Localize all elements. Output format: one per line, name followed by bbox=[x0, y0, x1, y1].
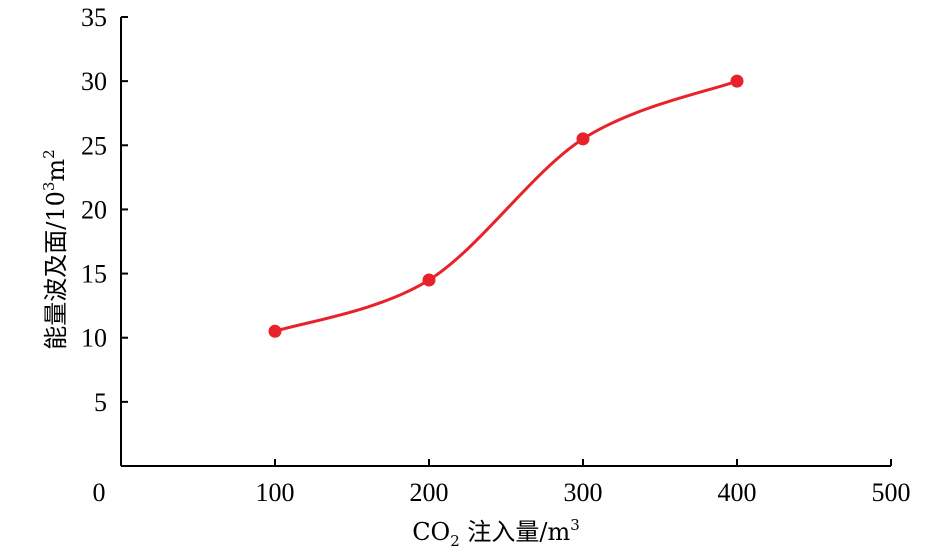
y-tick-label: 35 bbox=[81, 3, 107, 32]
x-tick-label: 500 bbox=[872, 478, 911, 507]
y-tick-label: 15 bbox=[81, 260, 107, 289]
data-point bbox=[268, 324, 282, 338]
ticks: 0 100 200 300 400 500 5 10 15 20 25 30 35 bbox=[81, 3, 911, 507]
x-axis-title-sup: 3 bbox=[570, 516, 580, 534]
data-point bbox=[576, 132, 590, 146]
y-axis-title-main: 能量波及面/10 bbox=[42, 191, 70, 350]
y-tick-label: 30 bbox=[81, 67, 107, 96]
y-tick-label: 5 bbox=[94, 388, 107, 417]
y-tick-label: 10 bbox=[81, 324, 107, 353]
x-tick-label: 400 bbox=[718, 478, 757, 507]
x-tick-label: 200 bbox=[410, 478, 449, 507]
x-axis-title-main: CO bbox=[412, 518, 450, 546]
x-tick-label: 300 bbox=[564, 478, 603, 507]
y-axis-title-sup2: 2 bbox=[40, 149, 58, 159]
y-axis-title-mid: m bbox=[42, 159, 70, 182]
data-point bbox=[730, 74, 744, 88]
x-axis-title: CO2 注入量/m3 bbox=[412, 516, 580, 550]
x-axis-title-rest: 注入量/m bbox=[460, 518, 571, 546]
y-tick-label: 20 bbox=[81, 195, 107, 224]
series bbox=[268, 74, 744, 338]
data-point bbox=[422, 273, 436, 287]
series-line bbox=[274, 79, 738, 333]
x-tick-label: 100 bbox=[256, 478, 295, 507]
x-axis-title-sub: 2 bbox=[450, 532, 460, 550]
y-axis-title: 能量波及面/103m2 bbox=[40, 149, 70, 349]
y-tick-label: 25 bbox=[81, 131, 107, 160]
x-tick-label: 0 bbox=[93, 478, 106, 507]
y-axis-title-sup1: 3 bbox=[40, 182, 58, 192]
axes bbox=[120, 17, 891, 467]
